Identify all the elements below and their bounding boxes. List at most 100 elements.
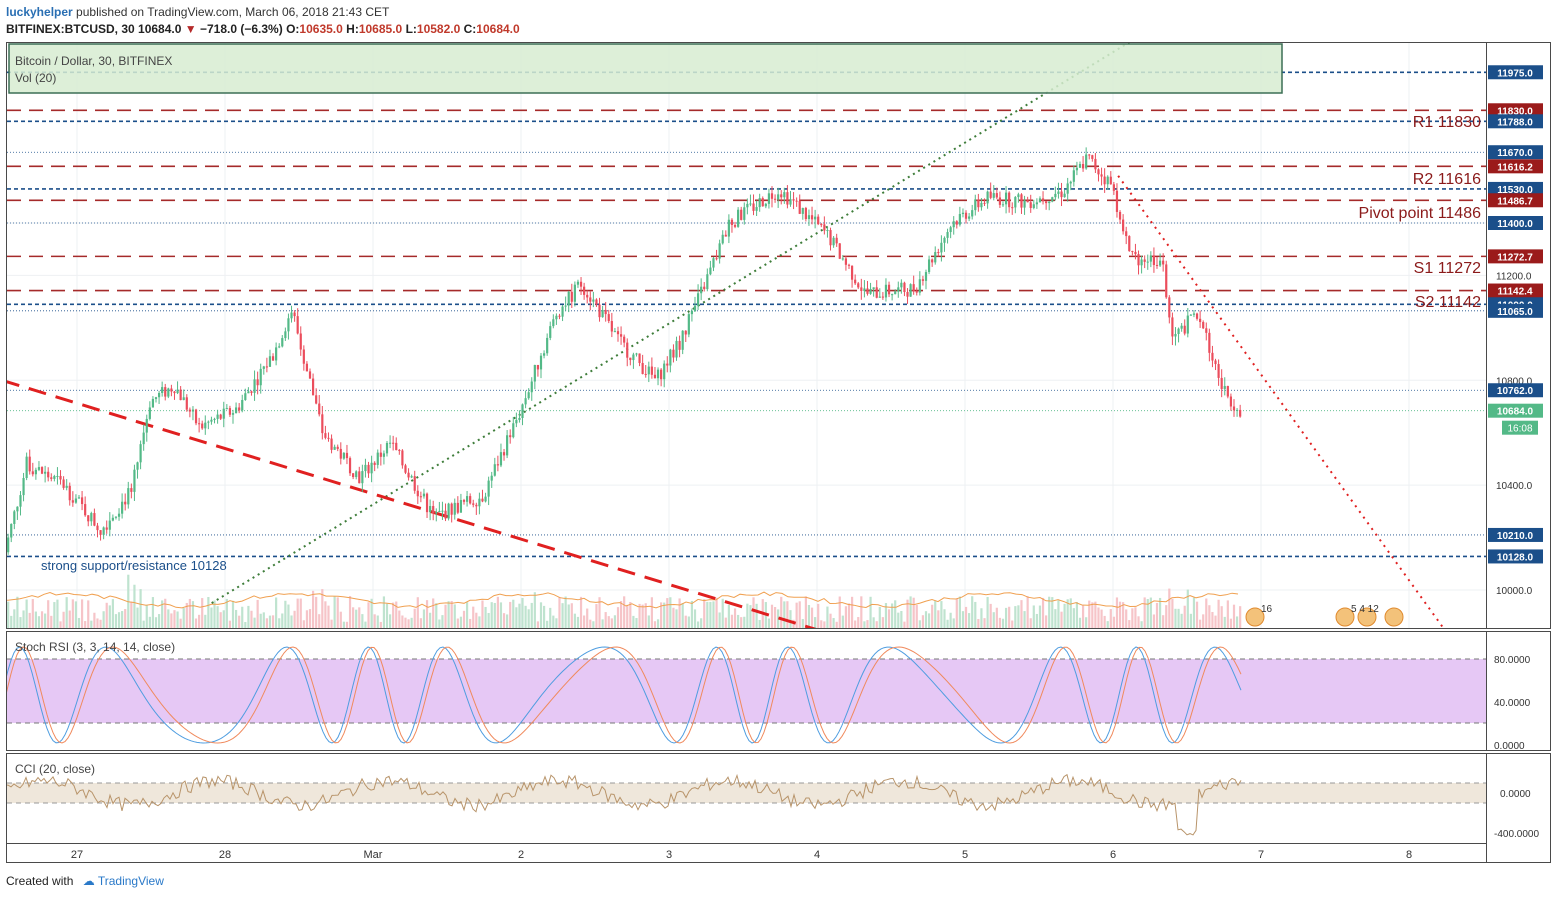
volume-bar [1057, 600, 1060, 628]
volume-bar [462, 610, 466, 628]
volume-bar [358, 607, 361, 628]
us-flag-icon[interactable] [1384, 607, 1404, 627]
volume-bar [752, 597, 755, 628]
volume-bar [1060, 611, 1063, 628]
candle-body [632, 354, 635, 361]
volume-bar [287, 604, 290, 628]
price-label-box [1488, 403, 1543, 418]
candle-body [949, 227, 952, 233]
candle-body [1004, 192, 1008, 205]
candle-body [259, 368, 262, 386]
volume-bar [943, 609, 946, 628]
volume-bar [1232, 604, 1236, 628]
candle-body [441, 510, 444, 512]
volume-bar [506, 614, 509, 628]
candle-body [1226, 386, 1229, 397]
cci-chart[interactable]: CCI (20, close) 0.0000 -400.0000 27 28 Mar… [7, 754, 1550, 862]
candle-body [253, 379, 256, 393]
candle-body [47, 471, 50, 478]
candle-body [1174, 334, 1177, 337]
candle-body [345, 452, 349, 459]
candle-body [817, 216, 820, 225]
volume-bar [730, 614, 734, 628]
candle-body [798, 201, 801, 214]
volume-bar [121, 611, 124, 628]
candle-body [385, 442, 389, 454]
volume-bar [388, 614, 392, 628]
author-link[interactable]: luckyhelper [6, 5, 73, 19]
volume-bar [552, 615, 555, 628]
volume-bar [1125, 609, 1128, 628]
candle-body [216, 414, 219, 419]
volume-bar [681, 603, 684, 628]
volume-bar [533, 592, 536, 628]
price-label-box [1488, 216, 1543, 230]
volume-bar [755, 603, 758, 628]
price-pane[interactable]: 10000.0 10400.0 10800.0 11200.0 11400.0 11975… [6, 42, 1551, 629]
volume-bar [693, 609, 697, 628]
volume-bar [647, 615, 650, 628]
candle-body [105, 527, 108, 530]
volume-bar [536, 621, 540, 628]
volume-bar [1063, 603, 1066, 628]
stoch-rsi-pane[interactable]: Stoch RSI (3, 3, 14, 14, close) 80.0000 … [6, 631, 1551, 751]
candle-body [1232, 406, 1236, 411]
volume-bar [499, 602, 503, 628]
volume-bar [638, 603, 641, 628]
price-label-text: 11142.4 [1497, 287, 1532, 298]
volume-bar [518, 603, 521, 628]
candle-body [527, 392, 530, 399]
volume-bar [881, 617, 884, 628]
s1-annotation: S1 11272 [1414, 260, 1481, 277]
volume-bar [817, 603, 820, 628]
us-flag-icon[interactable] [1335, 607, 1355, 627]
candle-body [111, 517, 114, 521]
price-label-text: 10210.0 [1497, 531, 1534, 542]
candle-body [724, 234, 727, 237]
stoch-rsi-chart[interactable]: Stoch RSI (3, 3, 14, 14, close) 80.0000 … [7, 632, 1550, 750]
candle-body [718, 243, 721, 259]
volume-bar [986, 596, 989, 628]
volume-bar [419, 618, 422, 628]
volume-bar [1186, 589, 1189, 628]
volume-bar [992, 612, 995, 628]
volume-bar [302, 620, 305, 628]
volume-bar [40, 611, 44, 628]
candle-body [459, 500, 463, 513]
stoch-tick-0: 0.0000 [1494, 741, 1525, 750]
volume-bar [1205, 598, 1208, 628]
cci-tick-minus400: -400.0000 [1494, 829, 1539, 840]
volume-bar [786, 601, 789, 628]
volume-bar [238, 615, 241, 628]
volume-bar [995, 607, 998, 628]
candle-body [142, 432, 145, 445]
candle-body [315, 395, 318, 404]
candle-body [419, 496, 422, 498]
candle-body [238, 407, 241, 411]
candle-body [619, 334, 623, 337]
open-label: O: [286, 22, 300, 36]
cci-pane[interactable]: CCI (20, close) 0.0000 -400.0000 27 28 Mar… [6, 753, 1551, 863]
price-label-text: 10128.0 [1497, 552, 1534, 563]
volume-bar [1075, 601, 1079, 628]
candle-body [1195, 313, 1199, 319]
volume-bar [669, 597, 672, 628]
candle-body [40, 467, 44, 474]
volume-bar [25, 599, 28, 628]
candle-body [854, 279, 857, 284]
candle-body [275, 347, 278, 361]
price-label-text: 10684.0 [1497, 407, 1534, 418]
us-flag-icon[interactable] [1245, 607, 1265, 627]
volume-bar [472, 606, 475, 628]
volume-bar [490, 602, 493, 628]
volume-bar [795, 602, 798, 628]
price-chart[interactable]: 10000.0 10400.0 10800.0 11200.0 11400.0 11975… [7, 43, 1550, 628]
tradingview-link[interactable]: TradingView [97, 874, 164, 888]
volume-bar [971, 596, 974, 628]
us-flag-icon[interactable] [1357, 607, 1377, 627]
candle-body [130, 488, 133, 492]
candle-body [592, 299, 595, 302]
candle-body [555, 315, 558, 320]
volume-bar [416, 597, 419, 628]
volume-bar [1103, 615, 1106, 628]
